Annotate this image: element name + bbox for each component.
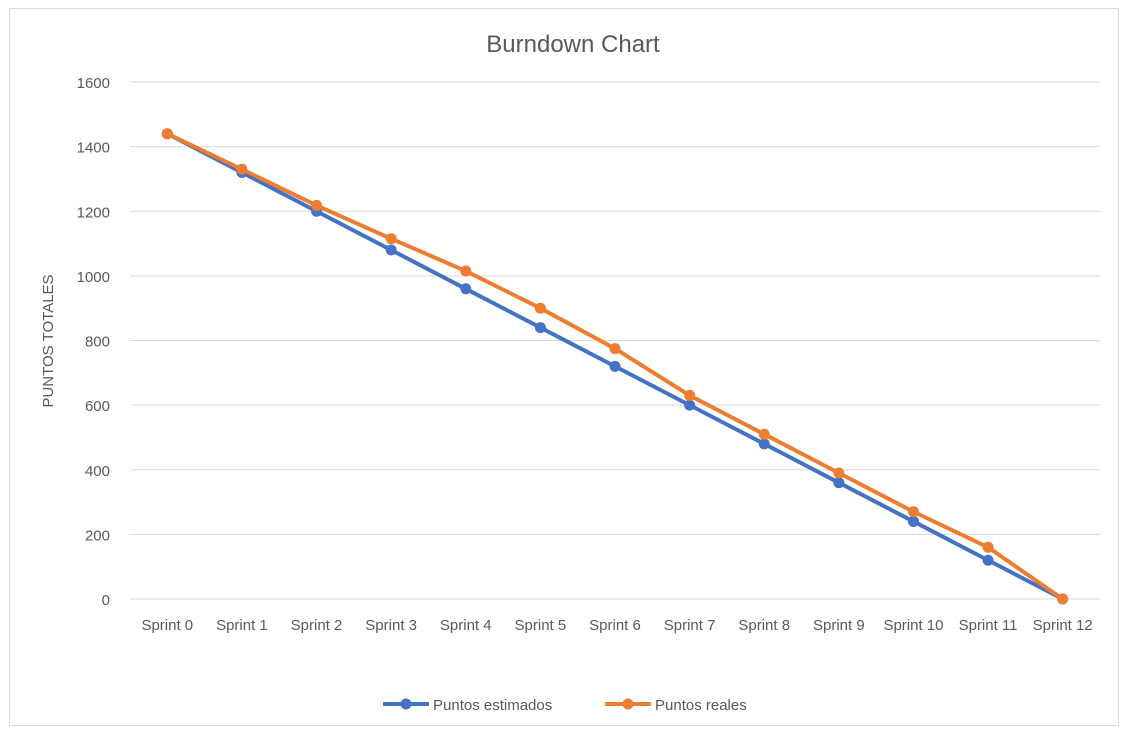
x-tick-labels: Sprint 0 Sprint 1 Sprint 2 Sprint 3 Sprint 4… bbox=[141, 617, 1092, 634]
data-point bbox=[758, 428, 770, 440]
data-point bbox=[907, 506, 919, 518]
data-point bbox=[236, 163, 248, 175]
y-tick-label: 0 bbox=[102, 592, 110, 609]
data-point bbox=[609, 343, 621, 355]
x-tick-label: Sprint 7 bbox=[664, 617, 716, 634]
data-point bbox=[758, 438, 770, 450]
gridlines bbox=[130, 81, 1100, 600]
x-tick-label: Sprint 12 bbox=[1033, 617, 1093, 634]
y-tick-label: 800 bbox=[85, 334, 110, 351]
y-tick-label: 1000 bbox=[77, 269, 110, 286]
x-tick-label: Sprint 11 bbox=[959, 617, 1018, 634]
y-tick-label: 600 bbox=[85, 398, 110, 415]
y-tick-label: 200 bbox=[85, 527, 110, 544]
legend-marker bbox=[622, 698, 634, 710]
x-tick-label: Sprint 5 bbox=[515, 617, 567, 634]
legend: Puntos estimados Puntos reales bbox=[383, 697, 747, 714]
x-tick-label: Sprint 8 bbox=[738, 617, 790, 634]
x-tick-label: Sprint 0 bbox=[141, 617, 193, 634]
x-tick-label: Sprint 9 bbox=[813, 617, 865, 634]
y-tick-label: 1600 bbox=[77, 75, 110, 92]
x-tick-label: Sprint 2 bbox=[291, 617, 343, 634]
legend-label: Puntos estimados bbox=[433, 697, 552, 714]
x-tick-label: Sprint 6 bbox=[589, 617, 641, 634]
data-point bbox=[534, 302, 546, 314]
data-point bbox=[385, 244, 397, 256]
x-tick-label: Sprint 3 bbox=[365, 617, 417, 634]
legend-item: Puntos reales bbox=[605, 697, 747, 714]
data-point bbox=[982, 541, 994, 553]
data-point bbox=[609, 360, 621, 372]
y-tick-label: 1200 bbox=[77, 204, 110, 221]
series-lines bbox=[161, 128, 1069, 605]
data-point bbox=[1057, 593, 1069, 605]
series-1 bbox=[161, 128, 1069, 605]
data-point bbox=[385, 233, 397, 245]
y-axis-label: PUNTOS TOTALES bbox=[40, 274, 57, 407]
data-point bbox=[684, 389, 696, 401]
y-tick-labels: 0 200 400 600 800 1000 1200 1400 1600 bbox=[77, 75, 110, 609]
data-point bbox=[907, 515, 919, 527]
legend-marker bbox=[400, 698, 412, 710]
data-point bbox=[833, 467, 845, 479]
data-point bbox=[833, 477, 845, 489]
series-2 bbox=[161, 128, 1069, 605]
data-point bbox=[161, 128, 173, 140]
chart-title: Burndown Chart bbox=[486, 31, 660, 58]
data-point bbox=[311, 199, 323, 211]
data-point bbox=[534, 322, 546, 334]
chart-frame bbox=[9, 8, 1119, 726]
legend-label: Puntos reales bbox=[655, 697, 747, 714]
x-tick-label: Sprint 4 bbox=[440, 617, 492, 634]
y-tick-label: 1400 bbox=[77, 140, 110, 157]
x-tick-label: Sprint 10 bbox=[883, 617, 943, 634]
legend-item: Puntos estimados bbox=[383, 697, 552, 714]
x-tick-label: Sprint 1 bbox=[216, 617, 268, 634]
data-point bbox=[460, 265, 472, 277]
data-point bbox=[460, 283, 472, 295]
y-tick-label: 400 bbox=[85, 463, 110, 480]
data-point bbox=[684, 399, 696, 411]
data-point bbox=[982, 554, 994, 566]
